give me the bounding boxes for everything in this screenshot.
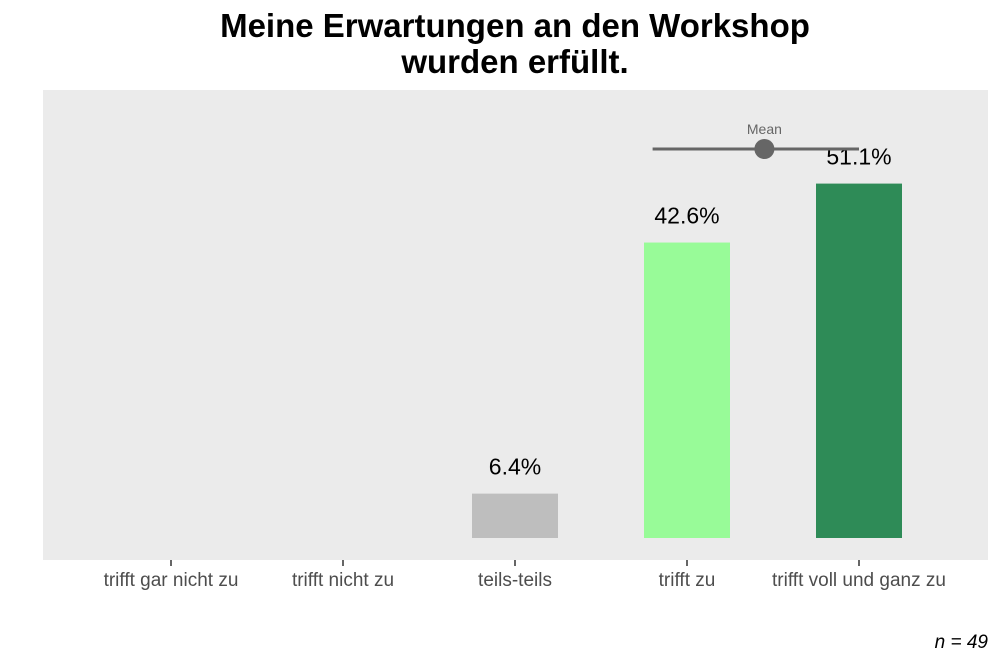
- mean-point: [754, 139, 775, 159]
- x-tick-label: trifft voll und ganz zu: [772, 570, 946, 591]
- mean-indicator: Mean: [652, 121, 859, 159]
- x-axis: trifft gar nicht zu trifft nicht zu teils-…: [104, 560, 946, 591]
- x-tick-label: trifft zu: [659, 570, 716, 591]
- sample-size-caption: n = 49: [935, 632, 989, 653]
- bar: [472, 493, 558, 538]
- data-label: 42.6%: [654, 203, 719, 229]
- chart-title-line: wurden erfüllt.: [400, 43, 628, 80]
- bars: [472, 183, 902, 538]
- bar: [816, 183, 902, 538]
- data-label: 6.4%: [489, 454, 541, 480]
- bar: [644, 242, 730, 538]
- data-label: 51.1%: [826, 144, 891, 170]
- x-tick-label: trifft nicht zu: [292, 570, 394, 591]
- x-tick-label: trifft gar nicht zu: [104, 570, 239, 591]
- chart-title-line: Meine Erwartungen an den Workshop: [220, 7, 810, 44]
- chart-title: Meine Erwartungen an den Workshopwurden …: [220, 7, 810, 80]
- x-tick-label: teils-teils: [478, 570, 552, 591]
- mean-label: Mean: [747, 121, 782, 137]
